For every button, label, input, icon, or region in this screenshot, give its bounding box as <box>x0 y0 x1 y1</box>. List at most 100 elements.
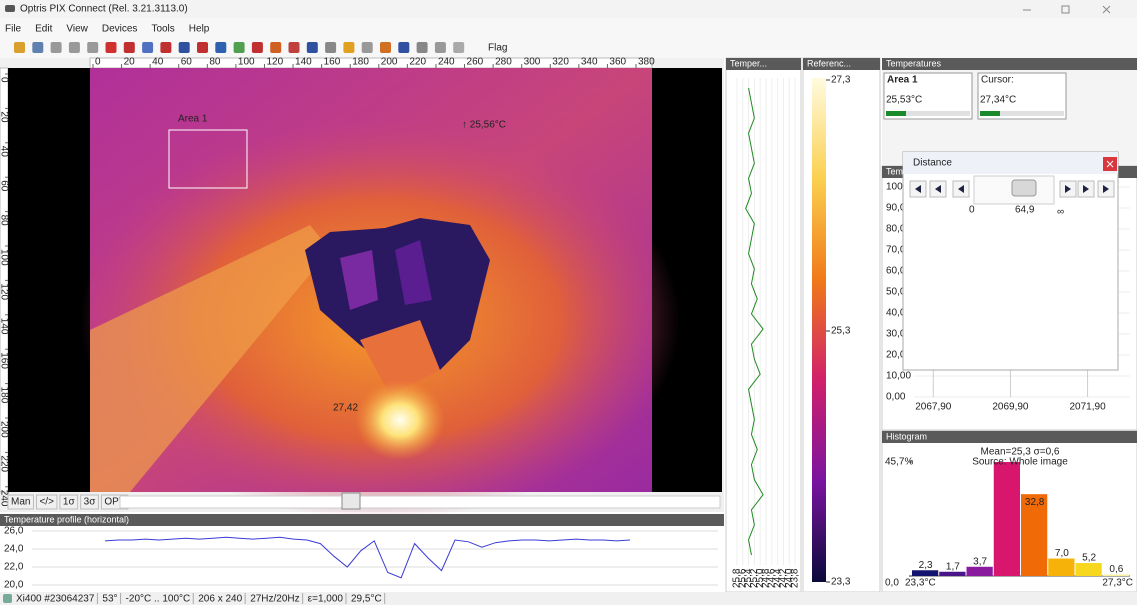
panel-title: Referenc... <box>807 58 851 68</box>
toolbar-button[interactable] <box>160 42 171 53</box>
ruler-label: 20 <box>0 111 9 123</box>
toolbar-button[interactable] <box>32 42 43 53</box>
menu-item[interactable]: File <box>5 24 22 35</box>
ruler-label: 340 <box>581 57 598 68</box>
distance-thumb[interactable] <box>1012 180 1036 196</box>
area-label: Area 1 <box>178 114 208 125</box>
histogram-source: Source: Whole image <box>972 457 1068 468</box>
control-button[interactable]: Man <box>11 497 30 508</box>
ruler-label: 80 <box>0 215 9 227</box>
x-tick-label: 2071,90 <box>1069 402 1106 413</box>
color-bar <box>812 78 826 582</box>
distance-max: ∞ <box>1057 207 1064 218</box>
ruler-label: 0 <box>95 57 101 68</box>
colorbar-label: 23,3 <box>831 577 851 588</box>
hot-spot <box>355 380 445 460</box>
x-tick-label: 23,8 <box>790 568 801 588</box>
ruler-label: 140 <box>0 318 9 335</box>
colorbar-label: 27,3 <box>831 75 851 86</box>
menu-item[interactable]: Devices <box>102 24 138 35</box>
toolbar-button[interactable] <box>289 42 300 53</box>
toolbar-button[interactable] <box>380 42 391 53</box>
status-field: 29,5°C <box>351 594 382 605</box>
temperature-value: 25,53°C <box>886 95 922 106</box>
panel-title: Temper... <box>730 58 767 68</box>
ruler-label: 220 <box>0 455 9 472</box>
toolbar-button[interactable] <box>435 42 446 53</box>
status-field: -20°C .. 100°C <box>126 594 191 605</box>
toolbar-button[interactable] <box>343 42 354 53</box>
toolbar-button[interactable] <box>252 42 263 53</box>
control-button[interactable]: 1σ <box>63 497 76 508</box>
bar-label: 1,7 <box>946 561 960 572</box>
app-icon <box>5 5 15 12</box>
ruler-label: 60 <box>181 57 193 68</box>
toolbar-button[interactable] <box>197 42 208 53</box>
status-field: 27Hz/20Hz <box>250 594 299 605</box>
slider-thumb[interactable] <box>342 493 360 509</box>
y-tick-label: 20,0 <box>4 580 24 591</box>
ruler-label: 280 <box>495 57 512 68</box>
ruler-label: 40 <box>152 57 164 68</box>
toolbar-button[interactable] <box>179 42 190 53</box>
y-tick-label: 22,0 <box>4 562 24 573</box>
toolbar-button[interactable] <box>51 42 62 53</box>
bar-label: 2,3 <box>919 560 933 571</box>
menu-item[interactable]: Help <box>189 24 210 35</box>
toolbar-button[interactable] <box>124 42 135 53</box>
profile-area <box>0 526 724 591</box>
dialog-title: Distance <box>913 158 952 169</box>
y-tick-label: 26,0 <box>4 526 24 537</box>
ruler-label: 20 <box>124 57 136 68</box>
y-tick-label: 0,00 <box>886 392 906 403</box>
histogram-bar <box>994 462 1020 576</box>
status-field: Xi400 #23064237 <box>16 594 95 605</box>
control-button[interactable]: </> <box>39 497 54 508</box>
bar-label: 0,6 <box>1109 564 1123 575</box>
ruler-label: 220 <box>409 57 426 68</box>
ruler-label: 60 <box>0 180 9 192</box>
ruler-label: 40 <box>0 146 9 158</box>
level-fill <box>980 111 1000 116</box>
histogram-bar <box>1048 559 1074 576</box>
toolbar-button[interactable] <box>270 42 281 53</box>
distance-min: 0 <box>969 205 975 216</box>
menu-item[interactable]: Edit <box>35 24 52 35</box>
toolbar-button[interactable] <box>234 42 245 53</box>
temperature-label: Area 1 <box>887 75 918 86</box>
menu-item[interactable]: Tools <box>151 24 174 35</box>
status-field: ε=1,000 <box>308 594 344 605</box>
ruler-label: 80 <box>209 57 221 68</box>
spot-temperature: 27,42 <box>333 403 358 414</box>
range-slider[interactable] <box>120 496 720 508</box>
toolbar-button[interactable] <box>106 42 117 53</box>
app-window: Optris PIX Connect (Rel. 3.21.3113.0) Fi… <box>0 0 1137 605</box>
ruler-label: 300 <box>524 57 541 68</box>
toolbar-button[interactable] <box>453 42 464 53</box>
ruler-label: 180 <box>0 387 9 404</box>
y-tick-label: 24,0 <box>4 544 24 555</box>
toolbar-button[interactable] <box>215 42 226 53</box>
toolbar-button[interactable] <box>87 42 98 53</box>
toolbar-button[interactable] <box>325 42 336 53</box>
toolbar-button[interactable] <box>142 42 153 53</box>
toolbar-button[interactable] <box>69 42 80 53</box>
toolbar-button[interactable] <box>417 42 428 53</box>
histogram-bar <box>912 570 938 576</box>
histogram-bar <box>967 567 993 576</box>
control-button[interactable]: 3σ <box>84 497 97 508</box>
bar-label: 3,7 <box>973 556 987 567</box>
toolbar-flag[interactable]: Flag <box>488 43 507 54</box>
x-tick-label: 2069,90 <box>992 402 1029 413</box>
bar-label: 5,2 <box>1082 553 1096 564</box>
panel-title: Histogram <box>886 431 927 441</box>
toolbar-button[interactable] <box>14 42 25 53</box>
toolbar-button[interactable] <box>307 42 318 53</box>
distance-value: 64,9 <box>1015 205 1035 216</box>
max-temperature: ↑ 25,56°C <box>462 120 506 131</box>
toolbar-button[interactable] <box>398 42 409 53</box>
menu-item[interactable]: View <box>66 24 88 35</box>
ruler-label: 100 <box>0 249 9 266</box>
toolbar-button[interactable] <box>362 42 373 53</box>
ruler-label: 120 <box>0 283 9 300</box>
